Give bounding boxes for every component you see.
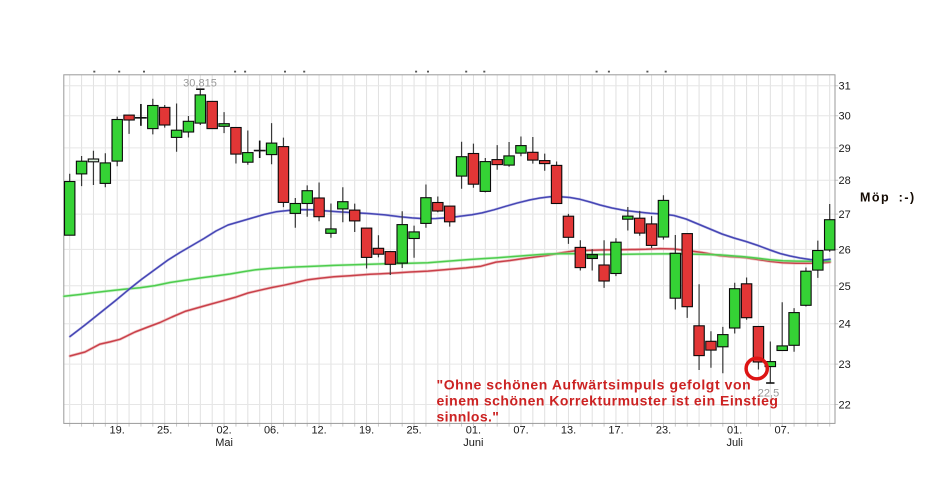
svg-text:01.: 01. xyxy=(466,425,481,437)
svg-text:25.: 25. xyxy=(157,425,172,437)
svg-text:07.: 07. xyxy=(775,425,790,437)
svg-text:28: 28 xyxy=(839,175,851,187)
svg-text:einem schönen Korrekturmuster: einem schönen Korrekturmuster ist ein Ei… xyxy=(437,393,779,409)
svg-text:17.: 17. xyxy=(608,425,623,437)
svg-text:30: 30 xyxy=(839,111,851,123)
svg-text:Möp :-): Möp :-) xyxy=(860,190,916,204)
svg-text:13.: 13. xyxy=(561,425,576,437)
svg-text:01.: 01. xyxy=(727,425,742,437)
svg-text:19.: 19. xyxy=(110,425,125,437)
svg-text:30,815: 30,815 xyxy=(183,78,217,90)
svg-text:12.: 12. xyxy=(311,425,326,437)
svg-text:sinnlos.": sinnlos." xyxy=(437,409,500,425)
svg-text:22: 22 xyxy=(839,400,851,412)
svg-text:25: 25 xyxy=(839,281,851,293)
svg-text:23.: 23. xyxy=(656,425,671,437)
svg-text:23: 23 xyxy=(839,359,851,371)
svg-text:"Ohne schönen Aufwärtsimpuls g: "Ohne schönen Aufwärtsimpuls gefolgt von xyxy=(437,377,752,393)
svg-text:06.: 06. xyxy=(264,425,279,437)
svg-text:27: 27 xyxy=(839,209,851,221)
svg-text:Juli: Juli xyxy=(726,437,743,449)
svg-text:Mai: Mai xyxy=(215,437,233,449)
svg-text:07.: 07. xyxy=(513,425,528,437)
svg-text:22,5: 22,5 xyxy=(758,388,779,400)
svg-text:19.: 19. xyxy=(359,425,374,437)
svg-text:02.: 02. xyxy=(216,425,231,437)
svg-text:29: 29 xyxy=(839,143,851,155)
svg-text:26: 26 xyxy=(839,244,851,256)
svg-text:24: 24 xyxy=(839,319,851,331)
svg-text:25.: 25. xyxy=(406,425,421,437)
svg-text:Juni: Juni xyxy=(463,437,483,449)
svg-text:31: 31 xyxy=(839,81,851,93)
